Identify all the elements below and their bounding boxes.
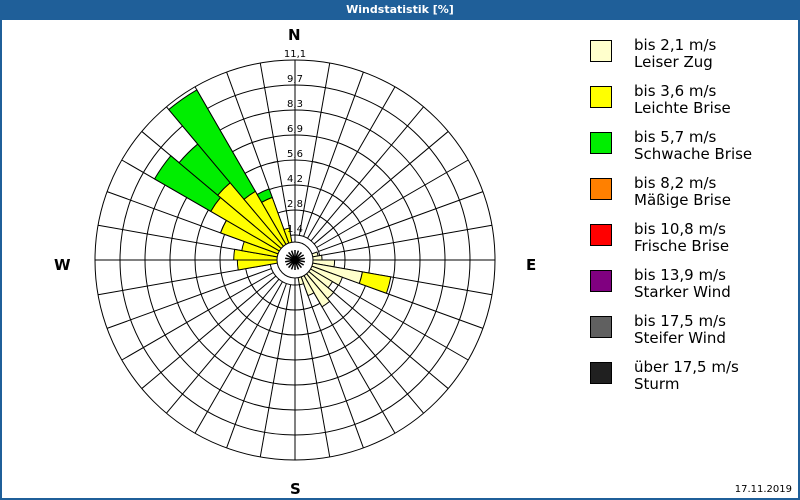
legend-item-steifer-wind: bis 17,5 m/s Steifer Wind: [590, 312, 790, 362]
legend-name: Leiser Zug: [634, 53, 713, 71]
grid-spoke: [259, 62, 292, 236]
legend-name: Mäßige Brise: [634, 191, 731, 209]
legend-speed: bis 5,7 m/s: [634, 128, 717, 146]
radial-tick-label: 8,3: [287, 99, 303, 110]
grid-spoke: [166, 278, 280, 414]
legend-swatch: [590, 362, 612, 384]
grid-spoke: [303, 283, 364, 449]
grid-spoke: [307, 86, 396, 239]
legend-swatch: [590, 40, 612, 62]
legend-swatch: [590, 270, 612, 292]
legend-name: Starker Wind: [634, 283, 731, 301]
rose-wedge: [168, 89, 257, 200]
radial-tick-label: 9,7: [287, 74, 303, 85]
legend-speed: bis 10,8 m/s: [634, 220, 726, 238]
grid-spoke: [298, 62, 331, 236]
grid-spoke: [303, 71, 364, 237]
legend-item-sturm: über 17,5 m/s Sturm: [590, 358, 790, 408]
legend-speed: bis 13,9 m/s: [634, 266, 726, 284]
grid-spoke: [259, 284, 292, 458]
legend-item-leichte-brise: bis 3,6 m/s Leichte Brise: [590, 82, 790, 132]
legend-name: Frische Brise: [634, 237, 730, 255]
compass-east-label: E: [526, 256, 537, 274]
compass-south-label: S: [290, 480, 301, 498]
legend-speed: bis 17,5 m/s: [634, 312, 726, 330]
compass-west-label: W: [54, 256, 71, 274]
radial-tick-label: 5,6: [287, 149, 303, 160]
grid-spoke: [121, 272, 274, 361]
radial-tick-label: 4,2: [287, 174, 303, 185]
legend-speed: über 17,5 m/s: [634, 358, 739, 376]
grid-spoke: [313, 275, 449, 389]
radial-tick-label: 6,9: [287, 124, 303, 135]
compass-north-label: N: [288, 26, 301, 44]
radial-tick-label: 1,4: [287, 224, 303, 235]
radial-tick-label: 11,1: [284, 49, 306, 60]
window-title: Windstatistik [%]: [346, 3, 454, 16]
legend-swatch: [590, 178, 612, 200]
legend-swatch: [590, 224, 612, 246]
legend-swatch: [590, 86, 612, 108]
grid-spoke: [316, 272, 469, 361]
legend-name: Steifer Wind: [634, 329, 726, 347]
grid-spoke: [106, 268, 272, 329]
rose-wedge: [256, 188, 273, 203]
legend-item-leiser-zug: bis 2,1 m/s Leiser Zug: [590, 36, 790, 86]
chart-date: 17.11.2019: [734, 484, 792, 495]
chart-canvas: 1,4 2,8 4,2 5,6 6,9 8,3 9,7 11,1 N E S W bis 2,…: [2, 20, 798, 498]
legend-item-maessige-brise: bis 8,2 m/s Mäßige Brise: [590, 174, 790, 224]
grid-spoke: [319, 224, 493, 257]
legend-item-frische-brise: bis 10,8 m/s Frische Brise: [590, 220, 790, 270]
legend-name: Leichte Brise: [634, 99, 731, 117]
legend-name: Sturm: [634, 375, 680, 393]
wind-rose-chart: 1,4 2,8 4,2 5,6 6,9 8,3 9,7 11,1: [94, 49, 496, 461]
radial-tick-label: 2,8: [287, 199, 303, 210]
legend-name: Schwache Brise: [634, 145, 753, 163]
legend-item-starker-wind: bis 13,9 m/s Starker Wind: [590, 266, 790, 316]
grid-spoke: [298, 284, 331, 458]
grid-spoke: [141, 275, 277, 389]
legend-speed: bis 8,2 m/s: [634, 174, 717, 192]
legend-swatch: [590, 316, 612, 338]
legend-swatch: [590, 132, 612, 154]
grid-spoke: [226, 283, 287, 449]
rose-wedge: [153, 155, 222, 213]
rose-wedge: [358, 271, 392, 294]
grid-spoke: [194, 281, 283, 434]
grid-spoke: [313, 131, 449, 245]
center-mark: [290, 250, 296, 261]
grid-spoke: [318, 191, 484, 252]
legend-speed: bis 2,1 m/s: [634, 36, 717, 54]
legend-speed: bis 3,6 m/s: [634, 82, 717, 100]
grid-spoke: [316, 159, 469, 248]
grid-spoke: [310, 106, 424, 242]
legend-item-schwache-brise: bis 5,7 m/s Schwache Brise: [590, 128, 790, 178]
